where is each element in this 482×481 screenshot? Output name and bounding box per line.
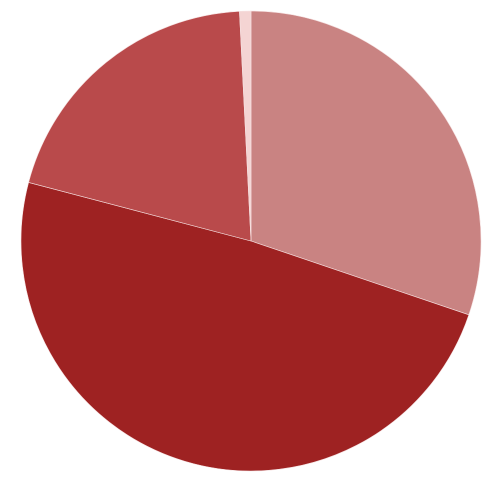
pie-slice-2 [20,182,470,472]
pie-slices [20,10,482,472]
pie-slice-3 [28,10,252,242]
pie-slice-4 [239,10,252,242]
pie-slice-1 [250,10,482,316]
